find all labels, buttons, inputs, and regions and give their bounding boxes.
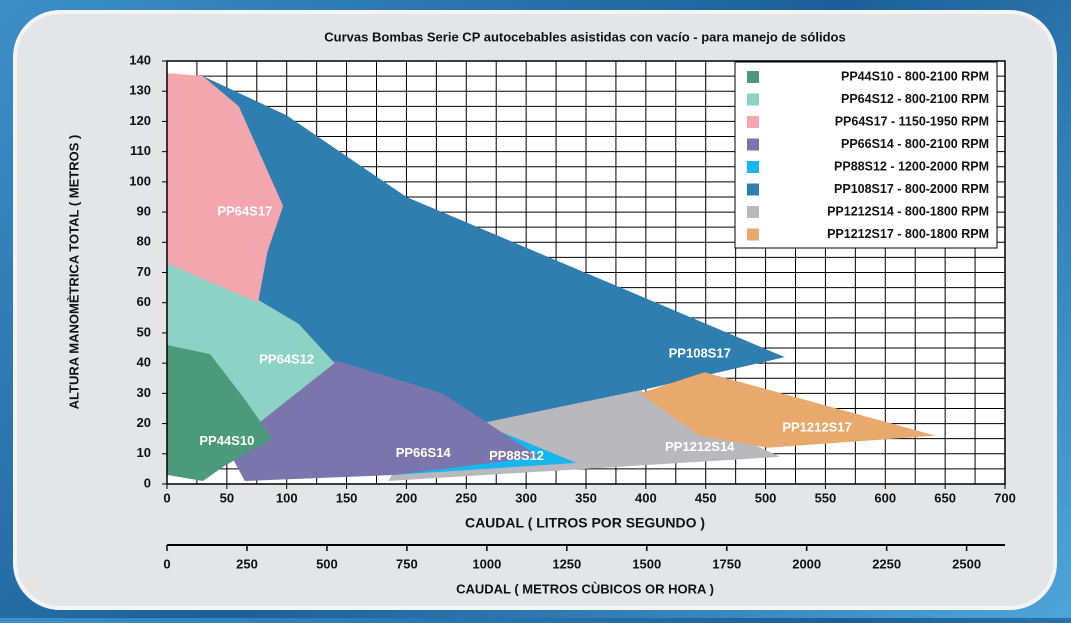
chart-title: Curvas Bombas Serie CP autocebables asis… <box>324 29 845 44</box>
region-label: PP66S14 <box>396 445 452 460</box>
legend-swatch <box>747 116 759 128</box>
legend-box <box>735 62 997 248</box>
legend-label: PP66S14 - 800-2100 RPM <box>841 137 989 151</box>
legend-swatch <box>747 161 759 173</box>
x2-tick-label: 1750 <box>712 556 741 571</box>
legend-swatch <box>747 94 759 106</box>
y-tick-label: 10 <box>137 445 151 460</box>
x-tick-label: 700 <box>994 490 1016 505</box>
y-tick-label: 30 <box>137 385 151 400</box>
x-tick-label: 600 <box>874 490 896 505</box>
region-label: PP88S12 <box>489 448 544 463</box>
region-label: PP44S10 <box>199 433 254 448</box>
x-tick-label: 650 <box>934 490 956 505</box>
x-tick-label: 0 <box>163 490 170 505</box>
region-label: PP1212S14 <box>665 439 735 454</box>
y-tick-label: 100 <box>129 173 151 188</box>
legend-label: PP64S12 - 800-2100 RPM <box>841 92 989 106</box>
y-tick-label: 130 <box>129 83 151 98</box>
legend-swatch <box>747 184 759 196</box>
x-tick-label: 50 <box>220 490 234 505</box>
x2-tick-label: 1500 <box>632 556 661 571</box>
region-label: PP1212S17 <box>782 420 851 435</box>
y-axis-title: ALTURA MANOMÈTRICA TOTAL ( METROS ) <box>66 135 81 410</box>
x2-tick-label: 1000 <box>472 556 501 571</box>
x-tick-label: 350 <box>575 490 597 505</box>
y-tick-label: 60 <box>137 294 151 309</box>
x-tick-label: 450 <box>695 490 717 505</box>
page: PP44S10 PP64S12 PP64S17 PP66S14 PP88S12 PP108… <box>0 0 1071 618</box>
x2-tick-label: 250 <box>236 556 258 571</box>
legend-label: PP108S17 - 800-2000 RPM <box>834 182 989 196</box>
y-tick-label: 20 <box>137 415 151 430</box>
y-tick-label: 0 <box>144 475 151 490</box>
legend-label: PP44S10 - 800-2100 RPM <box>841 69 989 83</box>
y-tick-label: 140 <box>129 52 151 67</box>
x-tick-label: 500 <box>755 490 777 505</box>
x2-tick-label: 2000 <box>792 556 821 571</box>
x-tick-label: 300 <box>515 490 537 505</box>
x2-tick-label: 2250 <box>872 556 901 571</box>
y-tick-label: 110 <box>130 143 151 158</box>
region-label: PP64S17 <box>217 204 272 219</box>
x-tick-label: 150 <box>336 490 358 505</box>
x-tick-label: 100 <box>276 490 298 505</box>
x2-tick-label: 750 <box>396 556 418 571</box>
x-tick-label: 550 <box>815 490 837 505</box>
legend-swatch <box>747 206 759 218</box>
x-tick-label: 400 <box>635 490 657 505</box>
y-tick-label: 40 <box>137 355 151 370</box>
x-axis-title: CAUDAL ( LITROS POR SEGUNDO ) <box>465 515 705 531</box>
legend-swatch <box>747 229 759 241</box>
y-tick-label: 70 <box>137 264 151 279</box>
y-tick-label: 80 <box>137 234 151 249</box>
x2-tick-label: 0 <box>163 556 170 571</box>
region-label: PP108S17 <box>669 346 731 361</box>
x2-tick-label: 2500 <box>952 556 981 571</box>
x2-tick-label: 1250 <box>552 556 581 571</box>
x2-axis-title: CAUDAL ( METROS CÙBICOS OR HORA ) <box>456 581 714 596</box>
x-tick-label: 250 <box>455 490 477 505</box>
x-tick-label: 200 <box>396 490 418 505</box>
legend-label: PP1212S14 - 800-1800 RPM <box>827 204 989 218</box>
legend-swatch <box>747 139 759 151</box>
legend-label: PP88S12 - 1200-2000 RPM <box>834 159 989 173</box>
legend-swatch <box>747 71 759 83</box>
legend-label: PP1212S17 - 800-1800 RPM <box>827 227 989 241</box>
y-tick-label: 50 <box>137 324 151 339</box>
region-label: PP64S12 <box>259 352 314 367</box>
legend-label: PP64S17 - 1150-1950 RPM <box>835 114 989 128</box>
chart: PP44S10 PP64S12 PP64S17 PP66S14 PP88S12 PP108… <box>0 0 1071 618</box>
x2-tick-label: 500 <box>316 556 338 571</box>
y-tick-label: 120 <box>129 113 151 128</box>
y-tick-label: 90 <box>137 204 151 219</box>
